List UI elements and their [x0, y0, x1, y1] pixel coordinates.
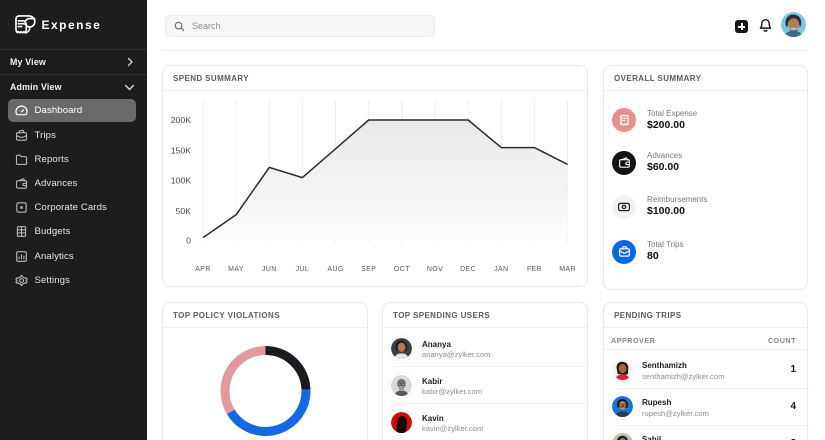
svg-text:AUG: AUG: [327, 266, 343, 273]
svg-text:MAR: MAR: [559, 266, 576, 273]
svg-text:200K: 200K: [171, 115, 191, 125]
svg-text:SEP: SEP: [361, 266, 376, 273]
svg-text:OCT: OCT: [394, 266, 410, 273]
svg-text:JAN: JAN: [494, 266, 508, 273]
svg-text:JUN: JUN: [262, 266, 277, 273]
svg-text:JUL: JUL: [296, 266, 310, 273]
svg-text:APR: APR: [195, 266, 211, 273]
svg-text:NOV: NOV: [427, 266, 443, 273]
svg-text:100K: 100K: [171, 175, 191, 185]
svg-text:MAY: MAY: [228, 266, 244, 273]
svg-text:FEB: FEB: [527, 266, 542, 273]
svg-text:0: 0: [186, 236, 191, 246]
svg-text:150K: 150K: [171, 146, 191, 156]
svg-text:50K: 50K: [176, 206, 192, 216]
svg-text:DEC: DEC: [460, 266, 476, 273]
